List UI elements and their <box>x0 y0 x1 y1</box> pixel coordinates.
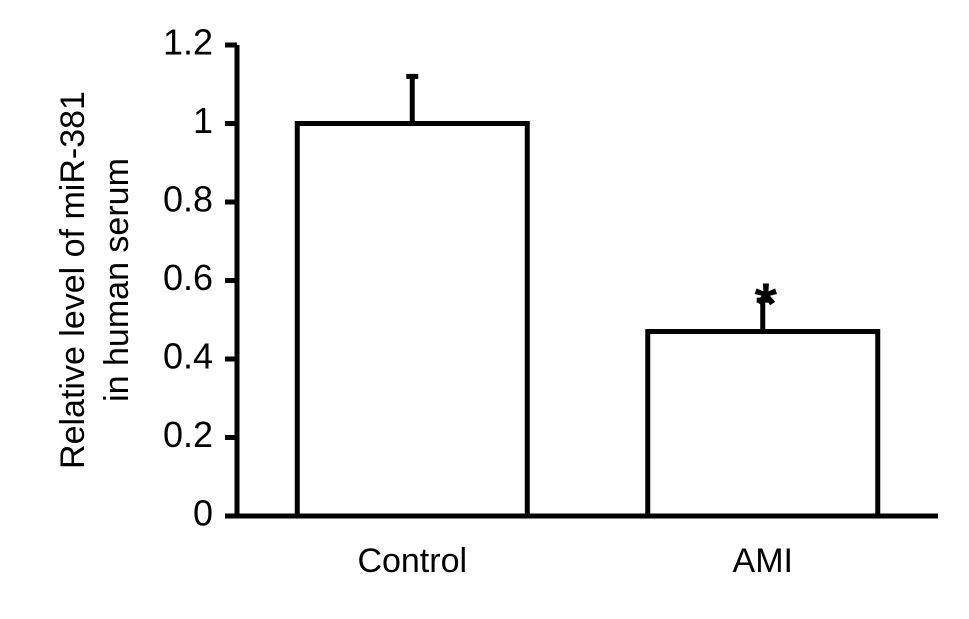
y-tick-label: 0.2 <box>163 414 213 455</box>
y-tick-label: 1 <box>193 100 213 141</box>
x-category-label: AMI <box>733 542 793 580</box>
axes <box>225 45 938 519</box>
y-tick-label: 0.8 <box>163 179 213 220</box>
category-labels: Control AMI <box>357 542 793 580</box>
bar <box>645 329 881 519</box>
significance-asterisk: * <box>754 272 777 337</box>
y-tick-label: 0.4 <box>163 336 213 377</box>
y-tick-label: 0 <box>193 493 213 534</box>
y-tick-label: 1.2 <box>163 22 213 63</box>
bar <box>294 121 530 519</box>
bars: * <box>294 73 881 519</box>
y-axis-title-line-1: Relative level of miR-381 <box>54 91 92 469</box>
y-axis-title-line-2: in human serum <box>98 158 136 402</box>
y-tick-label: 0.6 <box>163 257 213 298</box>
x-category-label: Control <box>357 542 467 580</box>
y-axis-title: Relative level of miR-381 in human serum <box>54 91 136 469</box>
y-axis-ticks: 0 0.2 0.4 0.6 0.8 1 1.2 <box>163 22 237 534</box>
